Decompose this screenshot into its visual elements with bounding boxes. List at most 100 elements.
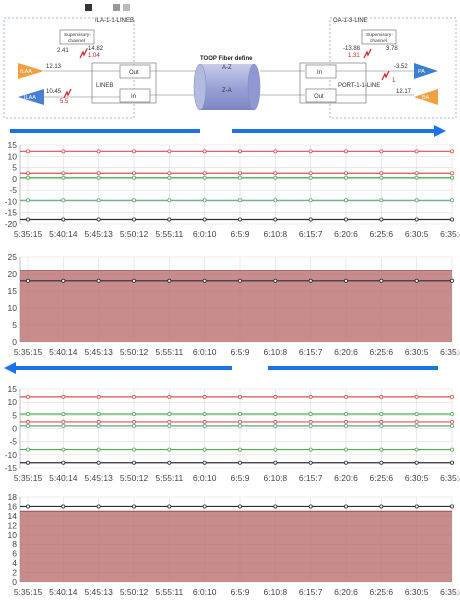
chart-4-series-1-point xyxy=(449,504,454,509)
chart-4-y-tick: 10 xyxy=(8,530,18,540)
chart-3-series-5-point xyxy=(25,460,30,465)
chart-1-series-1-point xyxy=(96,171,101,176)
chart-1-series-3-point xyxy=(237,198,242,203)
right-pa-label: PA xyxy=(418,69,425,75)
chart-1-series-1-point xyxy=(25,171,30,176)
chart-1-series-2-point xyxy=(273,175,278,180)
tab-marker-3[interactable] xyxy=(123,4,130,11)
chart-2-x-tick: 6:25:6 xyxy=(370,347,394,357)
chart-3-series-2-point xyxy=(449,419,454,424)
left-ilaa-top-amp[interactable] xyxy=(18,63,44,79)
chart-3-series-4-point xyxy=(449,447,454,452)
chart-3-series-2-point xyxy=(202,419,207,424)
chart-1-series-0-point xyxy=(273,149,278,154)
chart-4-series-1-point xyxy=(96,504,101,509)
right-pa-amp[interactable] xyxy=(414,63,438,79)
left-out-label: Out xyxy=(129,70,139,76)
chart-3-series-3-point xyxy=(414,423,419,428)
chart-1-y-tick: 10 xyxy=(8,151,18,161)
left-out-port[interactable] xyxy=(119,64,151,79)
chart-3-y-tick: 5 xyxy=(12,410,17,420)
chart-1-series-1-point xyxy=(343,171,348,176)
chart-3-series-0-point xyxy=(273,394,278,399)
chart-1-series-0-point xyxy=(237,149,242,154)
fiber-cylinder[interactable] xyxy=(193,63,261,111)
chart-1-series-0-point xyxy=(167,149,172,154)
left-sup-out-red: 1.04 xyxy=(88,53,100,59)
right-out-label: Out xyxy=(314,94,324,100)
right-out-port[interactable] xyxy=(305,88,337,103)
chart-3-series-2-point xyxy=(25,419,30,424)
chart-3-series-0-point xyxy=(343,394,348,399)
chart-1-series-4-point xyxy=(237,217,242,222)
right-supervisory-label-1: Supervisory- xyxy=(366,32,393,38)
chart-2-x-tick: 5:55:11 xyxy=(155,347,183,357)
chart-3-series-1-point xyxy=(343,412,348,417)
chart-3-series-3-point xyxy=(449,423,454,428)
tab-marker-1[interactable] xyxy=(85,4,92,11)
chart-1-series-1-point xyxy=(379,171,384,176)
chart-3-series-1-point xyxy=(379,412,384,417)
chart-1-series-1-point xyxy=(414,171,419,176)
left-supervisory-label-2: channel xyxy=(68,38,85,44)
chart-3-series-2-point xyxy=(167,419,172,424)
chart-3-series-3-point xyxy=(202,423,207,428)
right-ba-amp[interactable] xyxy=(414,89,438,105)
chart-4-series-1-point xyxy=(25,504,30,509)
chart-4-x-tick: 5:50:12 xyxy=(120,587,149,597)
chart-1-series-4-point xyxy=(61,217,66,222)
chart-1-series-2-point xyxy=(414,175,419,180)
chart-1-y-tick: -20 xyxy=(5,219,18,229)
chart-2-series-1-point xyxy=(414,278,419,283)
left-ilaa-bottom-label: ILAA xyxy=(24,95,36,101)
chart-2-series-1-point xyxy=(202,278,207,283)
left-supervisory-box[interactable] xyxy=(59,29,95,45)
chart-2-x-tick: 6:5:9 xyxy=(231,347,250,357)
chart-3-series-2-point xyxy=(237,419,242,424)
chart-3-series-4-point xyxy=(308,447,313,452)
chart-1-series-4-point xyxy=(449,217,454,222)
chart-3-x-tick: 6:25:6 xyxy=(370,473,394,483)
tab-marker-2[interactable] xyxy=(113,4,120,11)
chart-3-x-tick: 6:35:4 xyxy=(440,473,460,483)
chart-4-series-0-area xyxy=(20,511,452,582)
chart-4-series-1-point xyxy=(379,504,384,509)
right-in-port[interactable] xyxy=(305,64,337,79)
chart-1-series-4-point xyxy=(25,217,30,222)
chart-1-series-3-point xyxy=(414,198,419,203)
direction-arrows-za xyxy=(4,362,438,374)
chart-3-series-3-point xyxy=(131,423,136,428)
right-supervisory-label-2: channel xyxy=(370,38,387,44)
left-sup-signal-icon xyxy=(79,48,88,59)
chart-4-series-1-point xyxy=(202,504,207,509)
right-lineport-box[interactable] xyxy=(299,62,367,104)
left-ilaa-top-label: ILAA xyxy=(20,69,32,75)
left-ilaa-bottom-red: 5.5 xyxy=(60,99,69,105)
chart-1-x-tick: 6:25:6 xyxy=(370,229,394,239)
left-ilaa-bottom-amp[interactable] xyxy=(18,89,44,105)
chart-2-osnr: 25 20 15 10 5 05:35:15 5:40:14 5:45:13 5:50:12 5:… xyxy=(8,252,460,357)
chart-1-series-3-point xyxy=(25,198,30,203)
chart-2-x-tick: 6:35:4 xyxy=(440,347,460,357)
chart-2-x-tick: 6:15:7 xyxy=(299,347,323,357)
chart-1-series-1-point xyxy=(273,171,278,176)
chart-1-x-tick: 6:35:4 xyxy=(440,229,460,239)
chart-3-series-4-point xyxy=(61,447,66,452)
chart-2-y-tick: 20 xyxy=(8,269,18,279)
chart-1-series-1-point xyxy=(202,171,207,176)
chart-3-series-0-point xyxy=(449,394,454,399)
chart-2-y-tick: 0 xyxy=(12,337,17,347)
chart-3-series-4-point xyxy=(25,447,30,452)
right-supervisory-box[interactable] xyxy=(361,29,397,45)
left-lineb-box[interactable] xyxy=(91,62,157,104)
fiber-za-label: Z-A xyxy=(222,88,232,94)
chart-1-series-1-point xyxy=(237,171,242,176)
chart-3-series-3-point xyxy=(61,423,66,428)
chart-4-y-tick: 2 xyxy=(12,568,17,578)
chart-1-series-2-point xyxy=(343,175,348,180)
chart-3-x-tick: 5:50:12 xyxy=(120,473,149,483)
chart-3-x-tick: 5:40:14 xyxy=(49,473,78,483)
chart-3-y-tick: 10 xyxy=(8,397,18,407)
right-sup-out-value: 3.78 xyxy=(386,46,398,52)
left-in-port[interactable] xyxy=(119,88,151,103)
